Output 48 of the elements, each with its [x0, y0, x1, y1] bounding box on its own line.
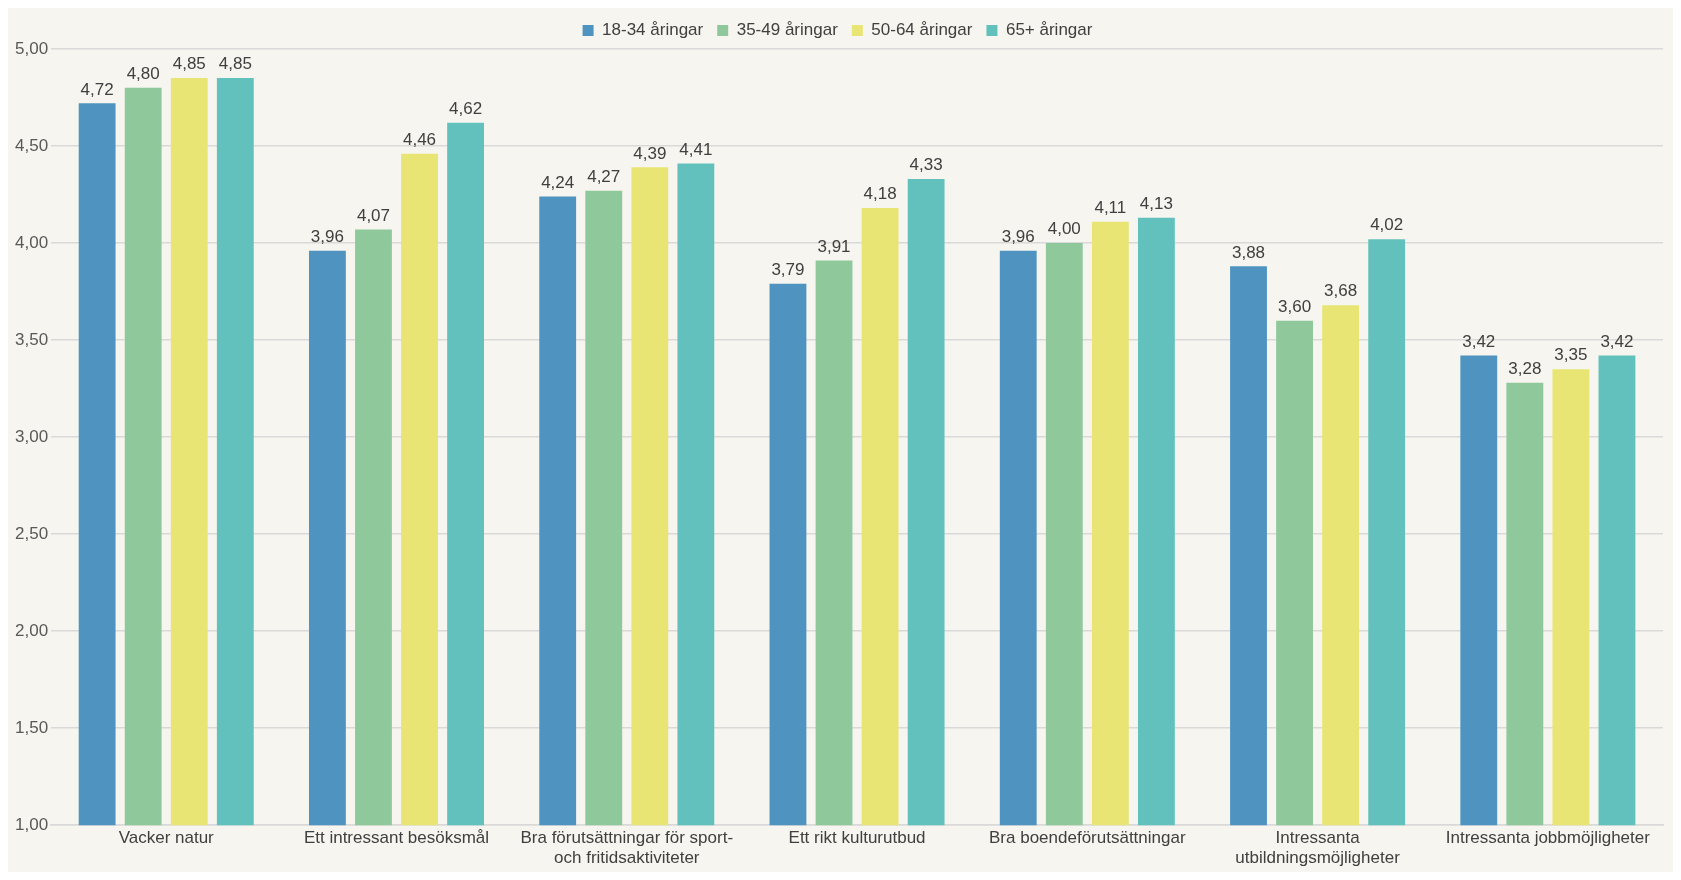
x-tick-label: Bra förutsättningar för sport- och fritidsaktiviteter — [520, 828, 734, 868]
data-label: 4,41 — [679, 139, 713, 159]
data-label: 3,91 — [817, 236, 851, 256]
y-tick-label: 5,00 — [14, 38, 49, 58]
data-label: 4,85 — [172, 54, 206, 74]
y-tick-label: 2,50 — [14, 523, 49, 543]
y-tick-label: 4,50 — [14, 135, 49, 155]
x-tick-label: Intressanta jobbmöjligheter — [1445, 828, 1651, 848]
data-label: 3,68 — [1324, 281, 1358, 301]
data-label: 4,24 — [541, 172, 575, 192]
legend-label: 35-49 åringar — [736, 20, 839, 40]
x-tick-label: Ett rikt kulturutbud — [788, 828, 926, 848]
data-label: 4,11 — [1094, 197, 1127, 217]
data-label: 4,46 — [402, 129, 437, 149]
x-tick-label: Ett intressant besöksmål — [303, 828, 490, 848]
legend-label: 50-64 åringar — [871, 20, 973, 40]
data-label: 3,42 — [1600, 331, 1634, 351]
y-tick-label: 3,00 — [14, 426, 49, 446]
data-label: 4,00 — [1047, 219, 1081, 239]
y-tick-label: 2,00 — [14, 620, 49, 640]
data-label: 4,80 — [126, 64, 160, 83]
data-label: 4,02 — [1370, 215, 1404, 235]
y-tick-label: 1,50 — [14, 717, 49, 737]
x-tick-label: Bra boendeförutsättningar — [989, 828, 1186, 848]
data-label: 3,88 — [1231, 242, 1266, 262]
data-label: 4,13 — [1139, 194, 1173, 214]
data-label: 3,28 — [1508, 358, 1542, 378]
data-label: 4,72 — [80, 79, 114, 99]
y-tick-label: 1,00 — [14, 814, 49, 834]
data-label: 4,33 — [909, 155, 943, 175]
legend-label: 65+ åringar — [1005, 20, 1093, 40]
data-label: 4,07 — [356, 205, 391, 225]
y-tick-label: 4,00 — [14, 232, 49, 252]
data-label: 4,62 — [449, 98, 483, 118]
data-label: 3,42 — [1462, 331, 1496, 351]
data-label: 4,18 — [863, 184, 897, 204]
data-label: 4,85 — [218, 54, 252, 74]
data-label: 3,60 — [1278, 296, 1312, 316]
x-tick-label: Intressanta utbildningsmöjligheter — [1235, 828, 1401, 868]
legend-label: 18-34 åringar — [602, 20, 704, 40]
data-label: 3,96 — [310, 227, 344, 246]
data-label: 3,79 — [771, 259, 805, 279]
x-tick-label: Vacker natur — [118, 828, 215, 848]
data-label: 4,39 — [633, 143, 667, 163]
data-label: 3,96 — [1001, 227, 1035, 246]
y-tick-label: 3,50 — [14, 329, 49, 349]
data-label: 4,27 — [587, 166, 621, 186]
data-label: 3,35 — [1554, 345, 1588, 365]
